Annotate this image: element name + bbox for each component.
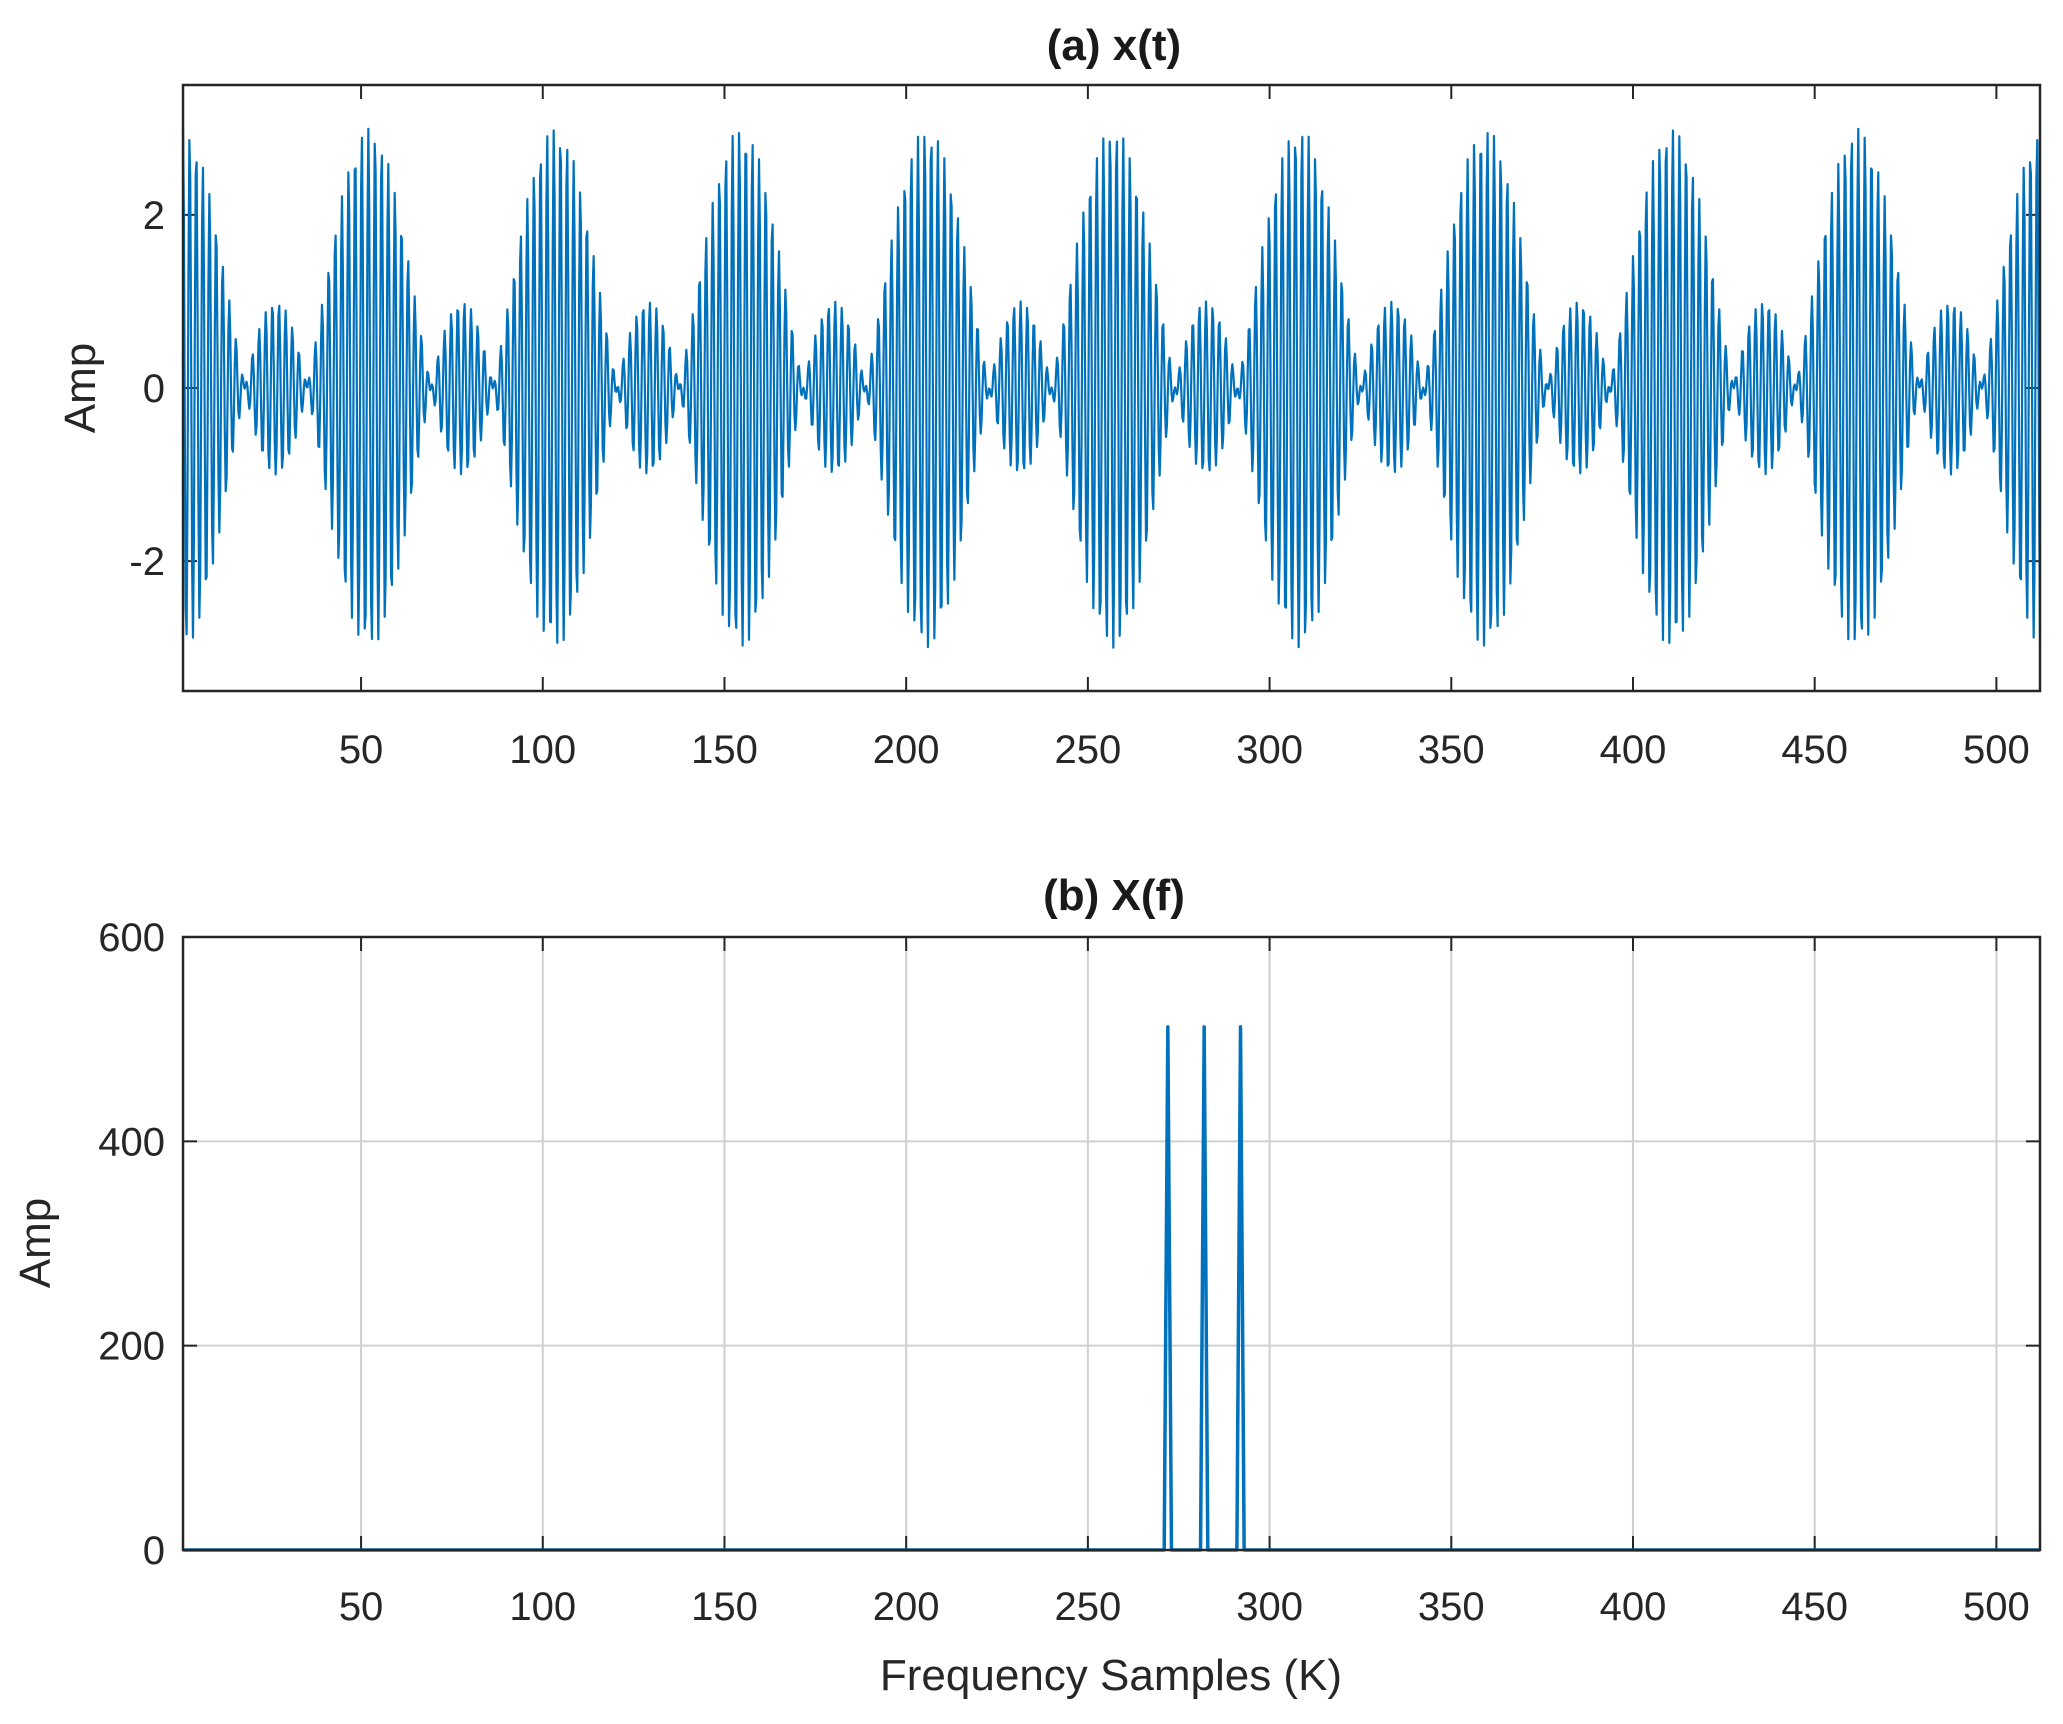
time-signal-y-tick-label: -2 — [129, 540, 165, 584]
spectrum-y-tick-labels: 0 200 400 600 — [98, 916, 165, 1573]
spectrum-series — [183, 1025, 2040, 1552]
time-signal-series — [181, 127, 2042, 649]
spectrum-x-tick-label: 200 — [873, 1585, 940, 1629]
time-signal-x-tick-label: 500 — [1963, 728, 2030, 772]
time-signal-x-tick-label: 50 — [339, 728, 384, 772]
spectrum-y-tick-label: 600 — [98, 916, 165, 960]
time-signal-title: (a) x(t) — [1047, 21, 1181, 70]
spectrum-title: (b) X(f) — [1043, 871, 1185, 920]
time-signal-axes-box — [181, 83, 2042, 693]
spectrum-x-tick-label: 150 — [691, 1585, 758, 1629]
spectrum-line — [183, 1025, 2040, 1552]
time-signal-x-tick-label: 200 — [873, 728, 940, 772]
spectrum-axes-box — [181, 935, 2042, 1552]
spectrum-x-tick-label: 400 — [1600, 1585, 1667, 1629]
spectrum-y-tick-label: 0 — [143, 1529, 165, 1573]
spectrum-x-tick-label: 500 — [1963, 1585, 2030, 1629]
spectrum-y-axis-label: Amp — [11, 1198, 60, 1288]
time-signal-y-tick-label: 0 — [143, 367, 165, 411]
time-signal-x-tick-label: 150 — [691, 728, 758, 772]
time-signal-x-tick-label: 350 — [1418, 728, 1485, 772]
time-signal-y-axis-label: Amp — [56, 343, 105, 433]
time-signal-x-tick-label: 250 — [1055, 728, 1122, 772]
spectrum-x-tick-label: 350 — [1418, 1585, 1485, 1629]
spectrum-x-tick-label: 250 — [1055, 1585, 1122, 1629]
spectrum-tick-marks — [183, 936, 2040, 1551]
spectrum-panel: (b) X(f) 50 100 150 200 250 300 350 400 450 500 0… — [11, 871, 2042, 1700]
time-signal-x-tick-label: 450 — [1781, 728, 1848, 772]
spectrum-y-tick-label: 200 — [98, 1325, 165, 1369]
spectrum-y-tick-label: 400 — [98, 1120, 165, 1164]
spectrum-x-tick-labels: 50 100 150 200 250 300 350 400 450 500 — [339, 1585, 2030, 1629]
spectrum-x-tick-label: 450 — [1781, 1585, 1848, 1629]
time-signal-x-tick-label: 300 — [1236, 728, 1303, 772]
spectrum-x-axis-label: Frequency Samples (K) — [880, 1651, 1342, 1700]
time-signal-x-tick-label: 400 — [1600, 728, 1667, 772]
spectrum-x-tick-label: 300 — [1236, 1585, 1303, 1629]
time-signal-y-tick-label: 2 — [143, 194, 165, 238]
time-signal-x-tick-label: 100 — [509, 728, 576, 772]
time-signal-y-tick-labels: -2 0 2 — [129, 194, 165, 584]
time-signal-x-tick-labels: 50 100 150 200 250 300 350 400 450 500 — [339, 728, 2030, 772]
spectrum-x-tick-label: 50 — [339, 1585, 384, 1629]
time-signal-line — [181, 127, 2042, 649]
time-signal-panel: (a) x(t) 50 100 150 200 250 300 350 400 450 500 -… — [56, 21, 2042, 772]
spectrum-grid — [183, 936, 2040, 1551]
spectrum-x-tick-label: 100 — [509, 1585, 576, 1629]
